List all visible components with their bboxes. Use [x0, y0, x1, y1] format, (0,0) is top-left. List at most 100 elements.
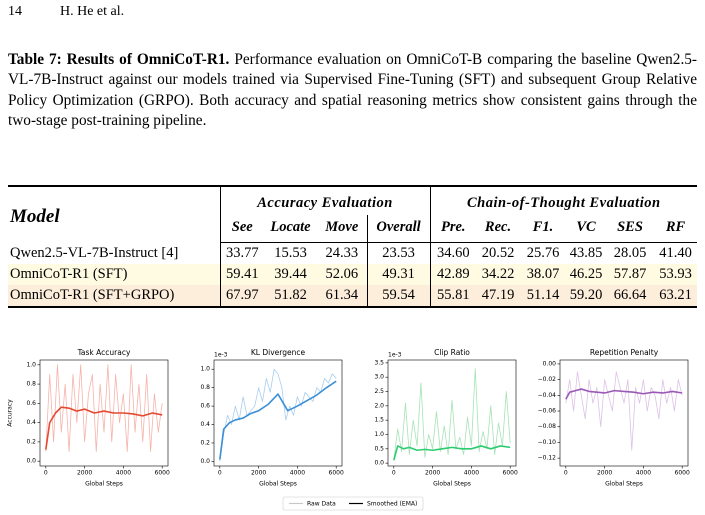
y-tick-label: 0.2 [26, 438, 36, 445]
x-tick-label: 0 [218, 470, 222, 477]
smoothed-line [393, 445, 511, 461]
smoothed-line [219, 380, 337, 460]
y-tick-label: −0.08 [538, 423, 557, 430]
page-number: 14 [8, 4, 22, 19]
score-cell: 34.22 [481, 266, 515, 282]
smoothed-line [565, 388, 683, 400]
x-tick-label: 6000 [155, 470, 170, 477]
x-tick-label: 2000 [597, 470, 612, 477]
axes-frame [39, 359, 169, 467]
chart-title: KL Divergence [251, 348, 306, 357]
model-name: OmniCoT-R1 (SFT) [8, 264, 221, 285]
column-header: RF [654, 215, 698, 243]
offset-text: 1e-3 [388, 352, 402, 359]
score-cell: 41.40 [659, 245, 692, 261]
score-cell: 33.77 [225, 245, 259, 261]
chart-title: Task Accuracy [77, 348, 131, 357]
column-header: See [220, 215, 264, 243]
score-cell: 23.53 [367, 242, 431, 264]
y-tick-label: 0.5 [374, 445, 384, 452]
score-cell: 57.87 [613, 266, 647, 282]
y-axis-label: Accuracy [7, 399, 14, 427]
score-cell: 49.31 [367, 264, 431, 285]
y-tick-label: −0.12 [538, 455, 557, 462]
table-row: OmniCoT-R1 (SFT+GRPO) 67.97 51.82 61.34 59.5… [8, 285, 698, 308]
y-tick-label: −0.10 [538, 439, 557, 446]
score-cell: 39.44 [274, 266, 307, 282]
caption-label: Table 7: Results of OmniCoT-R1. [8, 51, 230, 68]
x-tick-label: 4000 [464, 470, 479, 477]
column-header: Pre. [430, 215, 477, 243]
legend-label: Raw Data [307, 500, 336, 507]
group-header: Chain-of-Thought Evaluation [430, 185, 698, 215]
score-cell: 59.20 [566, 285, 607, 308]
column-header: SES [606, 215, 655, 243]
score-cell: 24.33 [317, 242, 368, 264]
score-cell: 63.21 [654, 285, 698, 308]
chart-title: Repetition Penalty [590, 348, 659, 357]
smoothed-line [45, 406, 163, 450]
y-tick-label: 0.0 [200, 458, 210, 465]
y-tick-label: 0.4 [26, 419, 36, 426]
score-cell: 51.82 [264, 285, 317, 308]
y-tick-label: 0.2 [200, 439, 210, 446]
y-tick-label: 1.0 [374, 431, 384, 438]
table-row: Qwen2.5-VL-7B-Instruct [4] 33.77 15.53 24.3… [8, 242, 697, 264]
score-cell: 52.06 [317, 264, 368, 285]
column-header: Move [317, 215, 368, 243]
legend-label: Smoothed (EMA) [367, 500, 417, 507]
caption: Table 7: Results of OmniCoT-R1. Performa… [8, 50, 697, 132]
score-cell: 42.89 [436, 266, 470, 282]
x-tick-label: 2000 [251, 470, 266, 477]
y-tick-label: 0.8 [26, 381, 36, 388]
y-tick-label: 0.4 [200, 421, 210, 428]
column-header: Overall [367, 215, 431, 243]
column-header: VC [566, 215, 607, 243]
score-cell: 43.85 [569, 245, 603, 261]
y-tick-label: −0.06 [538, 408, 557, 415]
chart-title: Clip Ratio [434, 348, 470, 357]
score-cell: 38.07 [526, 266, 560, 282]
axes-frame [559, 359, 689, 467]
score-cell: 51.14 [520, 285, 567, 308]
y-tick-label: 2.5 [374, 388, 384, 395]
axes-frame [213, 359, 343, 467]
score-cell: 46.25 [569, 266, 603, 282]
score-cell: 20.52 [481, 245, 515, 261]
model-name: OmniCoT-R1 (SFT+GRPO) [8, 285, 221, 308]
score-cell: 59.41 [225, 266, 259, 282]
x-tick-label: 6000 [503, 470, 518, 477]
x-axis-label: Global Steps [433, 481, 471, 488]
x-tick-label: 4000 [636, 470, 651, 477]
y-tick-label: 1.0 [26, 361, 36, 368]
y-tick-label: 3.5 [374, 359, 384, 366]
y-tick-label: −0.04 [538, 392, 557, 399]
model-name: Qwen2.5-VL-7B-Instruct [4] [8, 242, 221, 264]
y-tick-label: 1.0 [200, 366, 210, 373]
offset-text: 1e-3 [214, 352, 228, 359]
x-tick-label: 0 [392, 470, 396, 477]
x-tick-label: 4000 [116, 470, 131, 477]
x-axis-label: Global Steps [605, 481, 643, 488]
x-tick-label: 6000 [675, 470, 690, 477]
score-cell: 28.05 [613, 245, 647, 261]
score-cell: 66.64 [606, 285, 655, 308]
y-tick-label: 2.0 [374, 402, 384, 409]
raw-line [393, 368, 511, 461]
y-tick-label: 1.5 [374, 417, 384, 424]
y-tick-label: 0.6 [26, 400, 36, 407]
x-axis-label: Global Steps [85, 481, 123, 488]
score-cell: 34.60 [436, 245, 470, 261]
score-cell: 15.53 [274, 245, 307, 261]
x-tick-label: 2000 [425, 470, 440, 477]
score-cell: 61.34 [317, 285, 368, 308]
x-tick-label: 2000 [77, 470, 92, 477]
x-tick-label: 0 [564, 470, 568, 477]
training-curves-figure: Task Accuracy Accuracy Global Steps 0 2000 40… [7, 348, 690, 511]
group-header: Accuracy Evaluation [220, 185, 431, 215]
raw-line [565, 371, 683, 451]
y-tick-label: 0.0 [374, 460, 384, 467]
y-tick-label: 0.6 [200, 403, 210, 410]
x-tick-label: 4000 [290, 470, 305, 477]
score-cell: 25.76 [526, 245, 560, 261]
